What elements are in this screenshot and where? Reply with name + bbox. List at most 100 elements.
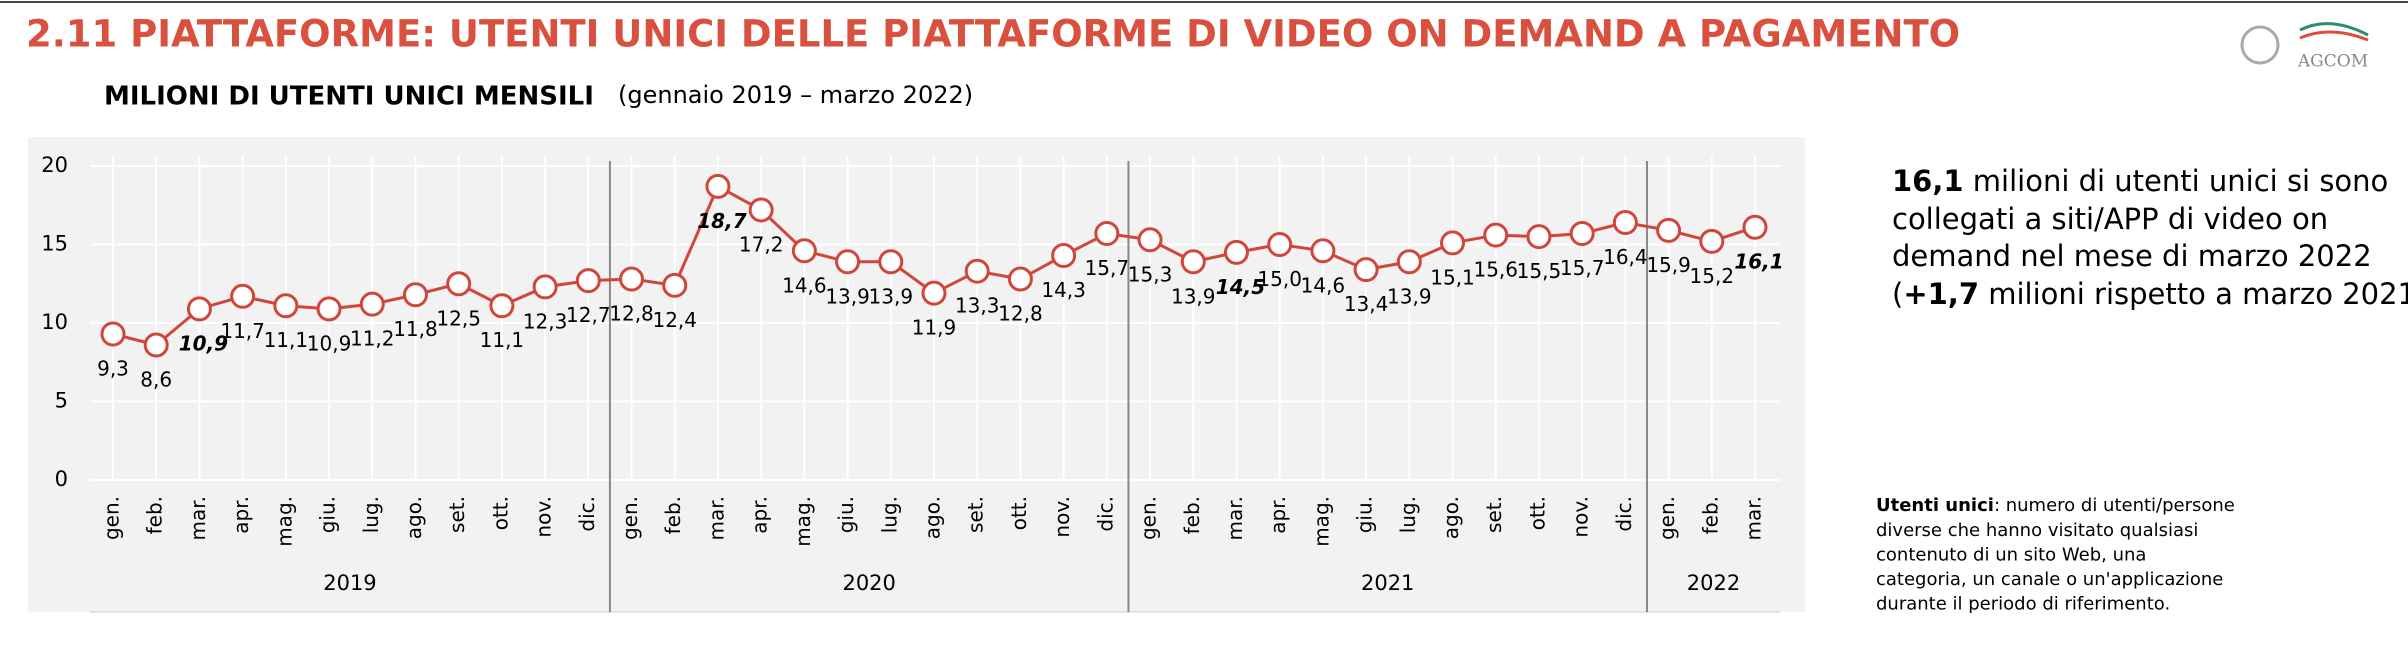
- x-tick-label: mag.: [791, 496, 815, 547]
- x-tick-label: mar.: [186, 496, 210, 540]
- point-marker: [662, 272, 688, 298]
- x-tick-label: ago.: [1439, 496, 1463, 539]
- point-marker: [532, 274, 558, 300]
- chart-subtitle: (gennaio 2019 – marzo 2022): [618, 81, 973, 109]
- point-marker: [878, 249, 904, 275]
- x-tick-label: apr.: [229, 496, 253, 534]
- point-marker: [921, 280, 947, 306]
- data-label: 16,1: [1734, 250, 1783, 274]
- note-line: categoria, un canale o un'applicazione: [1876, 569, 2223, 590]
- x-tick-label: giu.: [316, 496, 340, 533]
- data-label: 15,7: [1560, 256, 1605, 280]
- x-tick-label: set.: [1482, 496, 1506, 533]
- chart: 0 5 10 15 20 gen. feb. mar. apr. mag. giu. lug. ago.…: [41, 153, 1784, 613]
- data-label: 12,3: [523, 309, 568, 333]
- y-tick-label: 20: [41, 153, 68, 177]
- point-marker: [1223, 239, 1249, 265]
- sidebar-text: 16,1 milioni di utenti unici si sono: [1892, 164, 2388, 198]
- data-label: 11,2: [350, 327, 395, 351]
- point-marker: [1699, 228, 1725, 254]
- y-tick-label: 0: [55, 467, 68, 491]
- data-label: 11,9: [912, 316, 957, 340]
- x-tick-label: ott.: [1007, 496, 1031, 530]
- x-tick-label: feb.: [1180, 496, 1204, 534]
- note-line: durante il periodo di riferimento.: [1876, 594, 2170, 615]
- x-tick-label: ott.: [1525, 496, 1549, 530]
- sidebar-text: collegati a siti/APP di video on: [1892, 202, 2328, 236]
- data-label: 18,7: [697, 209, 746, 233]
- x-tick-label: mar.: [1742, 496, 1766, 540]
- point-marker: [1742, 214, 1768, 240]
- point-marker: [316, 296, 342, 322]
- data-label: 15,0: [1257, 267, 1302, 291]
- data-label: 15,2: [1690, 264, 1735, 288]
- point-marker: [575, 268, 601, 294]
- data-label: 11,7: [220, 319, 265, 343]
- x-tick-label: gen.: [618, 496, 642, 540]
- group-label: 2019: [323, 571, 376, 595]
- point-marker: [1569, 221, 1595, 247]
- point-marker: [1353, 257, 1379, 283]
- y-tick-label: 15: [41, 232, 68, 256]
- data-label: 14,5: [1216, 275, 1265, 299]
- data-label: 9,3: [97, 356, 129, 380]
- x-tick-label: ago.: [402, 496, 426, 539]
- data-label: 15,1: [1430, 265, 1475, 289]
- x-tick-label: set.: [964, 496, 988, 533]
- x-tick-label: nov.: [1050, 496, 1074, 538]
- x-tick-label: dic.: [575, 496, 599, 532]
- note-line: Utenti unici: numero di utenti/persone: [1876, 495, 2235, 516]
- logo-swoosh: [2299, 30, 2369, 42]
- point-marker: [1612, 210, 1638, 236]
- data-label: 17,2: [739, 232, 784, 256]
- x-tick-label: giu.: [1353, 496, 1377, 533]
- point-marker: [1007, 266, 1033, 292]
- data-label: 15,7: [1085, 256, 1130, 280]
- x-tick-label: giu.: [834, 496, 858, 533]
- x-tick-label: mar.: [704, 496, 728, 540]
- point-marker: [964, 258, 990, 284]
- y-tick-label: 5: [55, 389, 68, 413]
- x-tick-label: mag.: [1309, 496, 1333, 547]
- data-label: 8,6: [140, 367, 172, 391]
- data-label: 11,8: [393, 317, 438, 341]
- x-tick-label: nov.: [1569, 496, 1593, 538]
- data-label: 13,3: [955, 294, 1000, 318]
- point-marker: [619, 266, 645, 292]
- group-label: 2022: [1687, 571, 1740, 595]
- data-label: 12,5: [436, 306, 481, 330]
- sidebar-text: demand nel mese di marzo 2022: [1892, 239, 2372, 273]
- note-text: : numero di utenti/persone: [1994, 495, 2235, 516]
- plot-background: [28, 137, 1805, 612]
- note-term: Utenti unici: [1876, 495, 1994, 516]
- x-tick-label: mag.: [272, 496, 296, 547]
- x-tick-label: apr.: [748, 496, 772, 534]
- chart-title: MILIONI DI UTENTI UNICI MENSILI: [104, 82, 594, 112]
- x-tick-label: set.: [445, 496, 469, 533]
- point-marker: [402, 282, 428, 308]
- data-label: 16,4: [1603, 245, 1648, 269]
- point-marker: [748, 197, 774, 223]
- data-label: 13,9: [1387, 284, 1432, 308]
- point-marker: [446, 271, 472, 297]
- point-marker: [835, 249, 861, 275]
- sidebar-text-part: milioni rispetto a marzo 2021): [1979, 277, 2408, 311]
- data-label: 15,9: [1646, 253, 1691, 277]
- point-marker: [1094, 221, 1120, 247]
- data-label: 13,9: [825, 284, 870, 308]
- group-label: 2020: [842, 571, 895, 595]
- note-line: contenuto di un sito Web, una: [1876, 545, 2146, 566]
- data-label: 15,5: [1517, 259, 1562, 283]
- data-label: 12,7: [566, 303, 611, 327]
- group-label: 2021: [1361, 571, 1414, 595]
- point-marker: [1267, 232, 1293, 257]
- data-label: 15,6: [1473, 258, 1518, 282]
- x-tick-label: mar.: [1223, 496, 1247, 540]
- sidebar-text: (+1,7 milioni rispetto a marzo 2021): [1892, 277, 2408, 311]
- point-marker: [1483, 222, 1509, 248]
- page-title: 2.11 PIATTAFORME: UTENTI UNICI DELLE PIA…: [26, 13, 1960, 56]
- data-label: 10,9: [179, 331, 228, 355]
- sidebar-text-part: milioni di utenti unici si sono: [1964, 164, 2389, 198]
- x-tick-label: dic.: [1612, 496, 1636, 532]
